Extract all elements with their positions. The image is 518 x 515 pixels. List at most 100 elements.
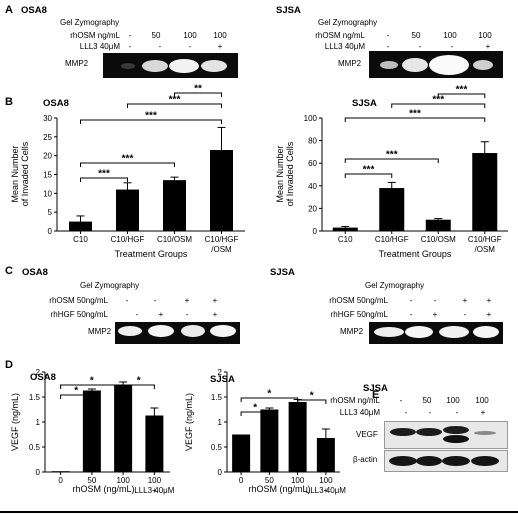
panel-c-left-r2-lane2: + — [158, 310, 164, 319]
x-tick-label: 50 — [265, 476, 274, 485]
y-tick-label: 0.5 — [211, 443, 223, 452]
panel-e-r2-lane4: + — [480, 408, 486, 417]
bar — [163, 180, 186, 231]
panel-a-right-method: Gel Zymography — [318, 18, 378, 27]
bar — [316, 438, 335, 472]
panel-a-right-cell-line: SJSA — [276, 5, 301, 16]
x-tick-label: C10/HGF — [111, 235, 145, 244]
significance-label: *** — [169, 95, 181, 106]
panel-a-right-r1-lane3: 100 — [443, 31, 457, 40]
chart-title: OSA8 — [30, 372, 56, 383]
significance-bracket — [240, 411, 270, 416]
panel-a-left-cell-line: OSA8 — [21, 5, 47, 16]
panel-a-right-r2-lane2: - — [418, 42, 422, 51]
y-axis-label: Mean Number — [275, 145, 285, 202]
significance-label: *** — [98, 169, 110, 180]
panel-e-row2-label: LLL3 40μM — [339, 408, 380, 417]
significance-label: * — [310, 391, 314, 402]
panel-c-right-r2-lane3: - — [463, 310, 467, 319]
panel-c-left-r2-lane3: - — [185, 310, 189, 319]
panel-a-left-r1-lane4: 100 — [213, 31, 227, 40]
significance-label: *** — [122, 154, 134, 165]
bar — [379, 188, 405, 231]
y-axis-label: Mean Number — [10, 145, 20, 202]
panel-a-left-r2-lane1: - — [128, 42, 132, 51]
y-tick-label: 15 — [43, 171, 52, 180]
y-tick-label: 1.5 — [29, 393, 41, 402]
x-tick-label: 0 — [239, 476, 244, 485]
panel-c-right-row2-label: rhHGF 50ng/mL — [330, 310, 388, 319]
significance-label: *** — [363, 165, 375, 176]
significance-bracket — [80, 162, 175, 167]
panel-c-right-r2-lane4: + — [486, 310, 492, 319]
y-tick-label: 10 — [43, 189, 52, 198]
significance-bracket — [344, 158, 439, 163]
bar — [288, 402, 307, 472]
panel-c-right-r1-lane2: - — [433, 296, 437, 305]
panel-c-left-row1-label: rhOSM 50ng/mL — [49, 296, 108, 305]
panel-c-left-method: Gel Zymography — [80, 281, 140, 290]
panel-c-right-zymogram-bands — [374, 326, 499, 338]
significance-label: * — [90, 376, 94, 387]
y-tick-label: 1 — [218, 418, 223, 427]
panel-a-left-r2-lane2: - — [158, 42, 162, 51]
y-tick-label: 20 — [308, 204, 317, 213]
x-tick-label: 100 — [291, 476, 305, 485]
significance-label: * — [267, 389, 271, 400]
panel-e-band1-label: VEGF — [356, 430, 378, 439]
significance-label: * — [74, 386, 78, 397]
significance-bracket — [122, 384, 155, 389]
bar — [425, 219, 451, 231]
panel-a-right-r2-lane1: - — [386, 42, 390, 51]
panel-e-cell-line: SJSA — [363, 383, 388, 394]
x-tick-label: + — [324, 486, 329, 495]
y-tick-label: 25 — [43, 133, 52, 142]
x-tick-label: C10/HGF — [375, 235, 409, 244]
panel-c-left-zymogram — [115, 322, 240, 344]
x-axis-label: rhOSM (ng/mL) — [72, 484, 134, 494]
panel-a-left-r1-lane1: - — [128, 31, 132, 40]
y-tick-label: 40 — [308, 182, 317, 191]
panel-c-left-r1-lane2: - — [153, 296, 157, 305]
significance-bracket — [80, 177, 128, 182]
panel-c-right-method: Gel Zymography — [365, 281, 425, 290]
panel-letter-c: C — [5, 265, 13, 277]
panel-a-left-r1-lane2: 50 — [151, 31, 161, 40]
significance-label: *** — [409, 109, 421, 120]
x-tick-label: C10/HGF — [468, 235, 502, 244]
significance-label: *** — [386, 150, 398, 161]
bar — [145, 415, 164, 472]
x-axis-label: Treatment Groups — [115, 249, 188, 259]
x-tick-label: C10 — [73, 235, 88, 244]
panel-a-right-r1-lane2: 50 — [411, 31, 421, 40]
panel-letter-a: A — [5, 4, 13, 16]
panel-e-vegf-bands — [390, 426, 496, 443]
significance-bracket — [344, 173, 393, 178]
panel-a-right-band-label: MMP2 — [338, 59, 362, 68]
significance-bracket — [80, 119, 222, 124]
panel-e-r2-lane2: - — [428, 408, 432, 417]
y-tick-label: 2 — [36, 368, 41, 377]
panel-e-band2-label: β-actin — [353, 455, 378, 464]
panel-a-left-band-label: MMP2 — [65, 59, 89, 68]
x-tick-sublabel: LLL3 40μM — [306, 486, 347, 495]
panel-c-left-r2-lane1: - — [135, 310, 139, 319]
x-tick-label: C10/HGF — [205, 235, 239, 244]
panel-e-r2-lane3: - — [455, 408, 459, 417]
significance-bracket — [391, 103, 486, 108]
panel-c-right-r2-lane1: - — [409, 310, 413, 319]
x-tick-label: /OSM — [475, 245, 496, 254]
y-tick-label: 20 — [43, 152, 52, 161]
bar — [210, 150, 233, 231]
panel-c-right-row1-label: rhOSM 50ng/mL — [329, 296, 388, 305]
panel-a-left-r1-lane3: 100 — [183, 31, 197, 40]
panel-a-right-zymogram — [369, 51, 503, 78]
y-tick-label: 0 — [313, 227, 318, 236]
y-tick-label: 0 — [36, 468, 41, 477]
y-tick-label: 30 — [43, 114, 52, 123]
y-axis-label: of Invaded Cells — [285, 141, 295, 206]
x-tick-label: 100 — [319, 476, 333, 485]
panel-c-left-r1-lane1: - — [125, 296, 129, 305]
panel-a-left-r2-lane4: + — [217, 42, 223, 51]
panel-a-left-zymogram-bands — [121, 59, 227, 73]
